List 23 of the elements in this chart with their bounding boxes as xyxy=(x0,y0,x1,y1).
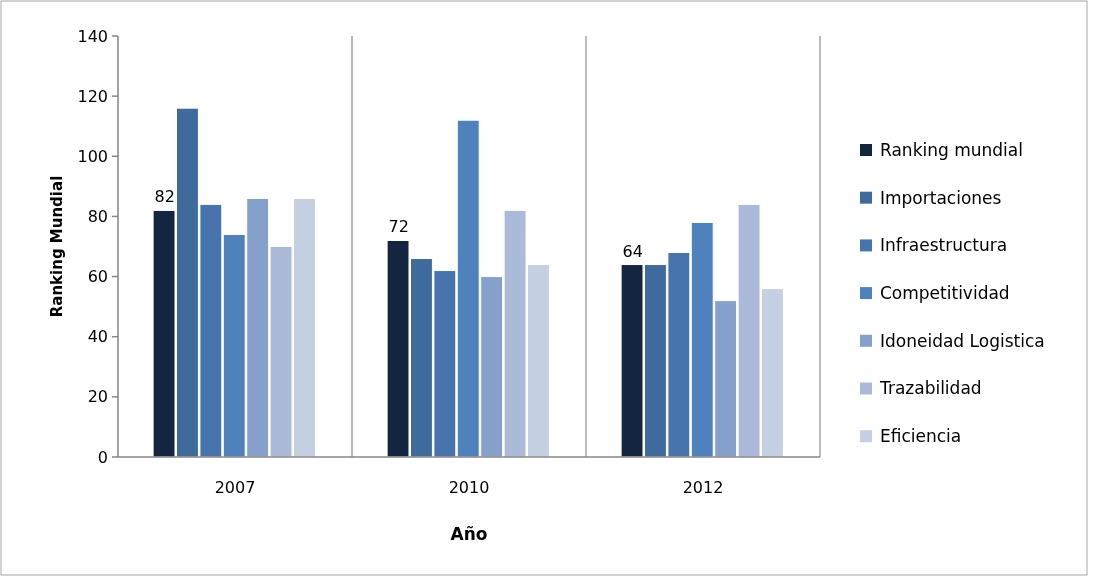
data-label: 82 xyxy=(154,187,175,207)
y-tick-label: 100 xyxy=(77,146,108,166)
y-tick-label: 0 xyxy=(97,447,108,467)
legend-label: Eficiencia xyxy=(880,426,962,447)
x-axis-title: Año xyxy=(450,524,488,544)
legend-label: Trazabilidad xyxy=(879,378,982,399)
legend-label: Infraestructura xyxy=(880,235,1008,256)
legend-label: Ranking mundial xyxy=(880,139,1023,160)
y-tick-label: 80 xyxy=(87,207,108,227)
y-axis-title: Ranking Mundial xyxy=(48,175,66,318)
x-tick-label: 2012 xyxy=(682,478,724,497)
y-tick-label: 40 xyxy=(87,327,108,347)
legend-label: Importaciones xyxy=(880,187,1002,208)
data-label: 72 xyxy=(388,217,409,237)
data-label: 64 xyxy=(622,241,643,261)
y-tick-label: 20 xyxy=(87,387,108,407)
y-tick-label: 120 xyxy=(77,86,108,106)
legend-label: Idoneidad Logistica xyxy=(880,330,1045,351)
y-tick-label: 140 xyxy=(77,26,108,46)
x-tick-label: 2007 xyxy=(214,478,256,497)
y-tick-label: 60 xyxy=(87,267,108,287)
x-tick-label: 2010 xyxy=(448,478,490,497)
legend-label: Competitividad xyxy=(880,283,1010,304)
